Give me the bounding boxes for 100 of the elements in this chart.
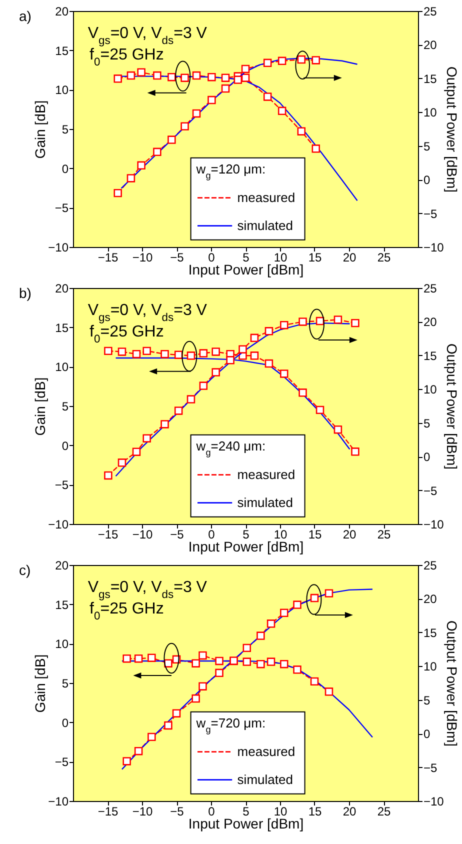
point [160,420,169,428]
point [142,434,151,442]
point [298,318,307,326]
chart-title: a) [19,8,32,24]
point [312,56,320,64]
y2-tick-label: −5 [424,484,438,498]
point [280,660,288,668]
point [221,74,230,82]
legend-label: simulated [237,772,293,787]
annotation: f$_{0}$=25 GHz [90,46,164,68]
legend-title: w$_{g}$=720 μm: [195,715,266,734]
x-tick-label: 25 [377,804,391,818]
point [242,658,251,666]
point [186,395,196,404]
y-tick-label: 0 [62,438,69,453]
point [122,757,131,766]
point [142,346,151,356]
y2-tick-label: 25 [424,282,438,296]
y2-tick-label: 10 [424,660,438,674]
point [114,74,122,83]
y2-tick-label: 15 [424,348,438,363]
x-tick-label: −5 [170,804,184,818]
y-axis-title: Gain [dB] [32,100,48,159]
y-tick-label: 5 [62,122,69,136]
x-tick-label: 15 [308,250,322,264]
x-tick-label: 15 [308,804,322,818]
x-tick-label: −15 [98,804,118,818]
y-tick-label: 15 [55,320,69,335]
y2-tick-label: 10 [424,382,438,397]
x-tick-label: 10 [274,250,288,264]
legend-label: measured [237,466,296,482]
point [298,388,307,397]
point [280,370,288,378]
y2-tick-label: 25 [424,4,438,18]
legend-label: measured [237,190,296,205]
y2-tick-label: 20 [424,315,438,330]
point [153,71,162,80]
point [316,406,324,414]
y-tick-label: 20 [55,558,69,572]
point [312,144,320,153]
point [278,106,286,116]
point [324,589,334,598]
point [215,668,224,677]
point [297,55,306,64]
x-tick-label: −15 [98,528,118,542]
y2-tick-label: 15 [424,72,438,86]
point [192,694,200,703]
annotation: f$_{0}$=25 GHz [90,600,164,622]
x-tick-label: −5 [170,250,184,264]
y2-tick-label: −10 [424,240,444,254]
y2-tick-label: 20 [424,38,438,52]
point [168,136,176,144]
y2-tick-label: 0 [424,173,430,188]
point [137,68,146,76]
y2-tick-label: 25 [424,558,438,572]
x-tick-label: 5 [242,250,250,264]
annotation: V$_{gs}$=0 V, V$_{ds}$=3 V [88,579,208,602]
point [212,348,220,356]
y2-axis-title: Output Power [dBm] [444,66,460,193]
point [293,666,302,674]
annotation: V$_{gs}$=0 V, V$_{ds}$=3 V [88,25,208,48]
point [122,654,131,663]
y-tick-label: −10 [48,794,69,808]
y2-axis-title: Output Power [dBm] [444,343,460,470]
x-axis-title: Input Power [dBm] [188,816,304,832]
x-tick-label: 25 [377,250,391,264]
y-tick-label: 20 [55,282,69,296]
x-tick-label: 15 [308,528,322,542]
x-tick-label: 20 [342,804,356,818]
point [241,64,250,74]
point [263,92,272,101]
x-tick-label: 10 [274,804,288,818]
point [256,660,265,668]
y2-axis-title: Output Power [dBm] [444,620,460,747]
legend-label: measured [237,744,296,759]
point [226,356,234,364]
point [263,58,272,68]
point [208,72,216,82]
annotation: V$_{gs}$=0 V, V$_{ds}$=3 V [88,302,208,324]
point [148,654,156,662]
point [132,448,141,456]
point [264,359,274,368]
point [215,656,224,666]
point [126,174,136,182]
point [164,659,172,668]
y-tick-label: 5 [62,676,69,690]
y2-tick-label: 5 [424,139,430,154]
point [118,348,126,356]
point [230,656,238,665]
y-tick-label: −5 [54,755,69,770]
point [266,620,276,628]
point [118,458,126,467]
point [242,644,251,652]
x-tick-label: 5 [242,528,250,542]
point [212,368,220,376]
point [334,316,342,324]
point [180,122,189,130]
point [168,72,176,82]
x-tick-label: −15 [98,250,118,264]
point [153,148,162,156]
